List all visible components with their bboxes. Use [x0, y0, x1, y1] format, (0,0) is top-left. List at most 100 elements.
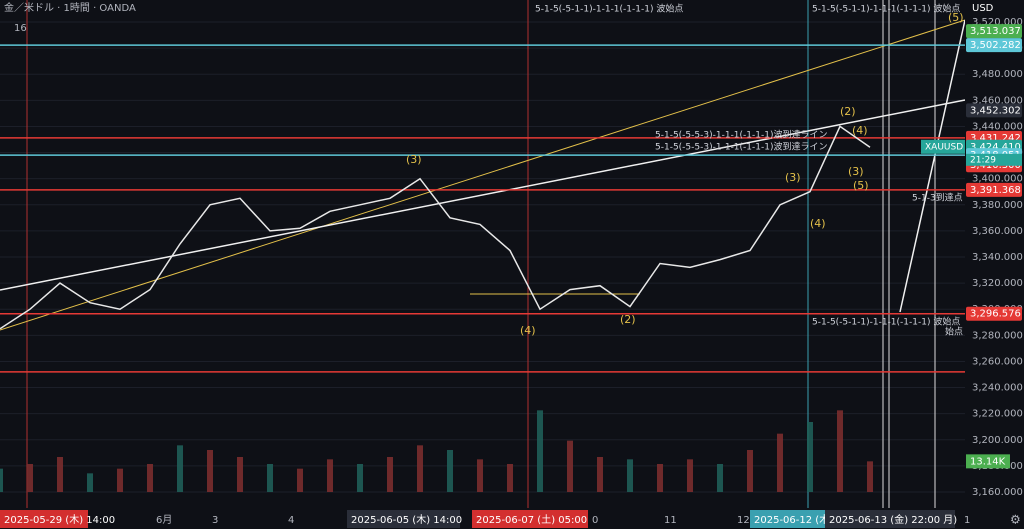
- wave-label: (5): [948, 11, 964, 24]
- volume-bar: [327, 459, 333, 492]
- volume-bar: [177, 445, 183, 492]
- volume-bar: [417, 445, 423, 492]
- y-tick-label: 3,240.000: [972, 383, 1023, 394]
- y-tick-label: 3,260.000: [972, 356, 1023, 367]
- wave-label: (3): [406, 153, 422, 166]
- annotation: 5-1-5(-5-1-1)-1-1-1(-1-1-1) 波始点: [812, 3, 960, 15]
- volume-bar: [477, 459, 483, 492]
- volume-bar: [837, 410, 843, 492]
- volume-bar: [747, 450, 753, 492]
- price-axis: [965, 0, 1024, 529]
- y-tick-label: 3,480.000: [972, 69, 1023, 80]
- wave-label: (3): [785, 171, 801, 184]
- volume-bar: [567, 440, 573, 492]
- volume-bar: [27, 464, 33, 492]
- time-label-box: [825, 510, 955, 528]
- price-label: 3,431.242: [970, 133, 1021, 144]
- countdown: 21:29: [970, 155, 996, 165]
- price-label-box: [966, 182, 1022, 197]
- y-tick-label: 3,280.000: [972, 330, 1023, 341]
- wave-label: (2): [620, 313, 636, 326]
- price-label-box: [966, 103, 1022, 118]
- price-label: 3,502.282: [970, 40, 1021, 51]
- annotation: 5-1-5(-5-1-1)-1-1-1(-1-1-1) 波始点: [812, 316, 960, 328]
- x-tick-label: 12: [737, 515, 750, 526]
- volume-label-box: [966, 454, 1010, 469]
- x-tick-label: 11: [664, 515, 677, 526]
- y-tick-label: 3,380.000: [972, 200, 1023, 211]
- x-tick-label: 1: [964, 515, 970, 526]
- volume-bar: [627, 459, 633, 492]
- price-label: 3,424.410: [970, 142, 1021, 153]
- volume-bar: [147, 464, 153, 492]
- volume-bar: [687, 459, 693, 492]
- time-label-box: [0, 510, 88, 528]
- volume-bar: [57, 457, 63, 492]
- annotation: 始点: [945, 326, 963, 338]
- y-tick-label: 3,160.000: [972, 487, 1023, 498]
- x-tick-label: 2025-05-29 (木) 14:00: [4, 514, 115, 526]
- grid: [0, 21, 965, 493]
- price-label-box: [966, 38, 1022, 53]
- volume-bar: [717, 464, 723, 492]
- volume-bar: [357, 464, 363, 492]
- settings-icon[interactable]: ⚙: [1010, 513, 1021, 527]
- time-label-box: [750, 510, 825, 528]
- volume-bar: [297, 468, 303, 492]
- volume-bar: [237, 457, 243, 492]
- price-label: 3,452.302: [970, 105, 1021, 116]
- x-tick-label: 0: [592, 515, 598, 526]
- y-tick-label: 3,440.000: [972, 121, 1023, 132]
- wave-label: (2): [840, 105, 856, 118]
- volume-bar: [807, 422, 813, 492]
- trendline: [0, 99, 966, 291]
- y-tick-label: 3,200.000: [972, 435, 1023, 446]
- trendline: [0, 19, 966, 331]
- annotation: 5-1-3到達点: [912, 192, 963, 204]
- x-tick-label: 2025-06-05 (木) 14:00: [351, 514, 462, 526]
- x-tick-label: 2025-06-07 (土) 05:00: [476, 513, 587, 526]
- x-tick-label: 2025-06-12 (木: [754, 514, 829, 526]
- price-label: 3,513.037: [970, 26, 1021, 37]
- x-tick-label: 3: [212, 515, 218, 526]
- price-line: [0, 125, 871, 330]
- volume-bar: [117, 468, 123, 492]
- wave-label: (4): [852, 124, 868, 137]
- y-tick-label: 3,400.000: [972, 174, 1023, 185]
- symbol-box: [921, 139, 965, 154]
- volume-bar: [0, 468, 3, 492]
- trendline: [899, 19, 966, 313]
- volume-bar: [267, 464, 273, 492]
- indicator-label: 16: [14, 23, 27, 34]
- time-label-box: [472, 510, 588, 528]
- volume-bar: [387, 457, 393, 492]
- wave-label: (5): [853, 179, 869, 192]
- x-tick-label: 2025-06-13 (金) 22:00 月): [829, 513, 957, 526]
- volume-bar: [87, 473, 93, 492]
- wave-label: (4): [810, 217, 826, 230]
- volume-bar: [207, 450, 213, 492]
- wave-label: (4): [520, 324, 536, 337]
- price-label-box: [966, 24, 1022, 39]
- y-tick-label: 3,520.000: [972, 17, 1023, 28]
- volume-bar: [657, 464, 663, 492]
- y-tick-label: 3,220.000: [972, 409, 1023, 420]
- volume-bar: [777, 433, 783, 492]
- annotation: 5-1-5(-5-5-3)-1-1-1(-1-1-1)波到達ライン: [655, 141, 827, 153]
- price-label: 3,296.576: [970, 309, 1021, 320]
- symbol-label: XAUUSD: [925, 142, 963, 152]
- y-tick-label: 3,360.000: [972, 226, 1023, 237]
- x-tick-label: 6月: [156, 514, 172, 526]
- x-tick-label: 4: [288, 515, 294, 526]
- currency: USD: [972, 3, 994, 14]
- price-label: 3,391.368: [970, 185, 1021, 196]
- y-tick-label: 3,340.000: [972, 252, 1023, 263]
- time-label-box: [347, 510, 460, 528]
- countdown-box: [966, 153, 1022, 166]
- volume-bar: [537, 410, 543, 492]
- volume-bar: [597, 457, 603, 492]
- y-tick-label: 3,460.000: [972, 95, 1023, 106]
- symbol-title: 金／米ドル · 1時間 · OANDA: [4, 1, 136, 14]
